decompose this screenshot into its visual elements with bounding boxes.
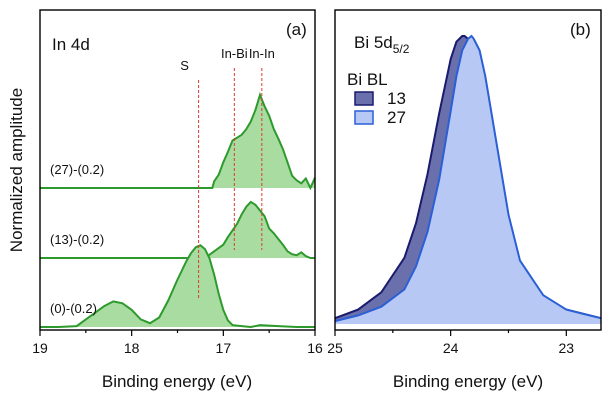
panel-b-legend: Bi BL 13 27	[347, 70, 406, 127]
panel-b-tick-label-24: 24	[443, 340, 459, 356]
trace-label-0-0-2: (0)-(0.2)	[50, 301, 97, 316]
panel-a-label: (a)	[286, 20, 307, 39]
trace-fill-13-0-2	[205, 201, 315, 258]
panel-b-x-ticks: 25 24 23	[327, 330, 574, 356]
trace-label-13-0-2: (13)-(0.2)	[50, 232, 104, 247]
legend-swatch-27	[354, 110, 374, 125]
legend-title: Bi BL	[347, 70, 388, 89]
trace-label-27-0-2: (27)-(0.2)	[50, 162, 104, 177]
panel-b: 25 24 23 Bi 5d5/2 (b) Binding energy (eV) …	[327, 9, 602, 391]
panel-b-tick-label-25: 25	[327, 340, 343, 356]
panel-b-plot-area	[334, 34, 602, 324]
panel-a-plot-area: (27)-(0.2) (13)-(0.2) (0)-(0.2) S In-Bi In-In	[40, 46, 316, 329]
panel-a-tick-label-17: 17	[216, 340, 232, 356]
panel-a-tick-label-18: 18	[124, 340, 140, 356]
guide-label-s: S	[180, 58, 189, 73]
panel-b-x-axis-label: Binding energy (eV)	[393, 372, 543, 391]
bi-fill-27	[335, 36, 601, 324]
panel-a-tick-label-16: 16	[307, 340, 323, 356]
legend-label-27: 27	[387, 108, 406, 127]
legend-label-13: 13	[387, 89, 406, 108]
trace-line-0-0-2	[40, 244, 315, 329]
panel-a-title: In 4d	[52, 35, 90, 54]
legend-swatch-13	[354, 91, 374, 106]
panel-b-title-subscript: 5/2	[393, 42, 410, 56]
trace-fill-27-0-2	[212, 94, 315, 188]
guide-label-in-bi: In-Bi	[221, 46, 248, 61]
bi-line-27	[334, 34, 602, 323]
panel-b-frame	[334, 9, 602, 331]
panel-a-tick-label-19: 19	[32, 340, 48, 356]
panel-b-title-main: Bi 5d	[354, 33, 393, 52]
panel-b-label: (b)	[570, 20, 591, 39]
panel-a-x-axis-label: Binding energy (eV)	[102, 372, 252, 391]
guide-label-in-in: In-In	[249, 46, 275, 61]
panel-a-y-axis-label: Normalized amplitude	[7, 88, 26, 252]
trace-line-27-0-2	[40, 91, 316, 191]
trace-fill-0-0-2	[58, 245, 316, 327]
panel-a: (27)-(0.2) (13)-(0.2) (0)-(0.2) S In-Bi In-In…	[7, 9, 323, 391]
panel-a-x-ticks: 19 18 17 16	[32, 330, 323, 356]
panel-b-tick-label-23: 23	[559, 340, 575, 356]
panel-b-title: Bi 5d5/2	[354, 33, 410, 56]
